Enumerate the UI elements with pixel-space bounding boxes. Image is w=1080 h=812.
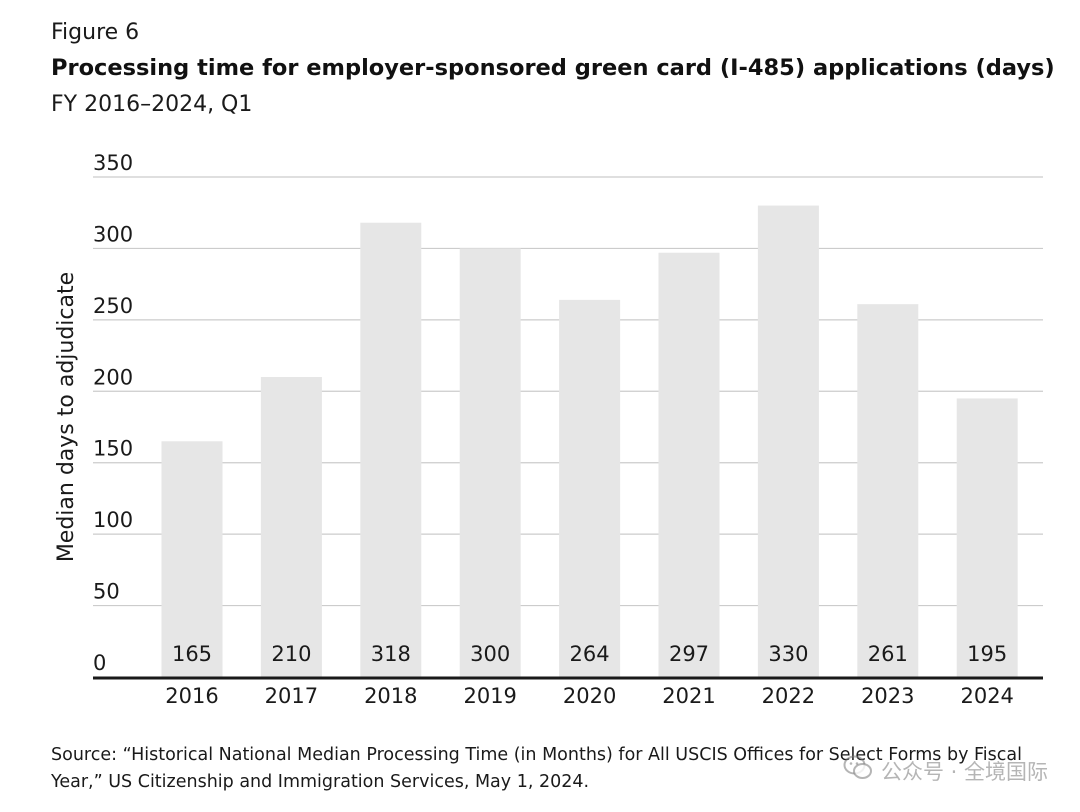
data-label: 318 bbox=[371, 642, 411, 666]
data-label: 195 bbox=[967, 642, 1007, 666]
watermark-text: 公众号 · 全境国际 bbox=[880, 759, 1048, 784]
data-label: 261 bbox=[868, 642, 908, 666]
y-tick-label: 100 bbox=[93, 508, 133, 532]
y-tick-label: 50 bbox=[93, 580, 120, 604]
data-labels: 165 210 318 300 264 297 330 261 195 bbox=[172, 642, 1007, 666]
y-tick-label: 0 bbox=[93, 651, 106, 675]
x-tick-label: 2017 bbox=[265, 684, 318, 708]
bar bbox=[161, 441, 223, 677]
bar bbox=[658, 252, 720, 677]
y-tick-label: 150 bbox=[93, 437, 133, 461]
chart-subtitle: FY 2016–2024, Q1 bbox=[51, 92, 253, 117]
y-tick-label: 200 bbox=[93, 365, 133, 389]
bar bbox=[360, 222, 422, 677]
y-tick-label: 250 bbox=[93, 294, 133, 318]
x-tick-label: 2018 bbox=[364, 684, 417, 708]
data-label: 297 bbox=[669, 642, 709, 666]
data-label: 210 bbox=[271, 642, 311, 666]
bar-chart: 0 50 100 150 200 250 300 350 165 210 318 300 264 297… bbox=[54, 151, 1043, 708]
y-tick-label: 300 bbox=[93, 222, 133, 246]
x-tick-label: 2024 bbox=[960, 684, 1013, 708]
x-tick-label: 2022 bbox=[762, 684, 815, 708]
x-tick-label: 2016 bbox=[165, 684, 218, 708]
x-tick-label: 2023 bbox=[861, 684, 914, 708]
data-label: 165 bbox=[172, 642, 212, 666]
data-label: 330 bbox=[768, 642, 808, 666]
bar bbox=[757, 205, 819, 678]
bars bbox=[161, 205, 1018, 678]
x-axis-ticks: 2016 2017 2018 2019 2020 2021 2022 2023 2024 bbox=[165, 684, 1014, 708]
bar bbox=[459, 248, 521, 677]
watermark: 公众号 · 全境国际 bbox=[843, 755, 1048, 786]
chart-title: Processing time for employer-sponsored g… bbox=[51, 55, 1055, 81]
bar bbox=[559, 299, 621, 677]
figure-label: Figure 6 bbox=[51, 20, 140, 45]
bar bbox=[857, 304, 919, 677]
x-tick-label: 2021 bbox=[662, 684, 715, 708]
bar bbox=[956, 398, 1018, 677]
data-label: 300 bbox=[470, 642, 510, 666]
y-axis-ticks: 0 50 100 150 200 250 300 350 bbox=[93, 151, 133, 675]
source-note: Source: “Historical National Median Proc… bbox=[51, 745, 1022, 792]
y-axis-title: Median days to adjudicate bbox=[54, 272, 79, 562]
data-label: 264 bbox=[570, 642, 610, 666]
bar bbox=[260, 377, 322, 677]
x-tick-label: 2019 bbox=[463, 684, 516, 708]
y-tick-label: 350 bbox=[93, 151, 133, 175]
wechat-icon bbox=[843, 755, 873, 786]
x-tick-label: 2020 bbox=[563, 684, 616, 708]
